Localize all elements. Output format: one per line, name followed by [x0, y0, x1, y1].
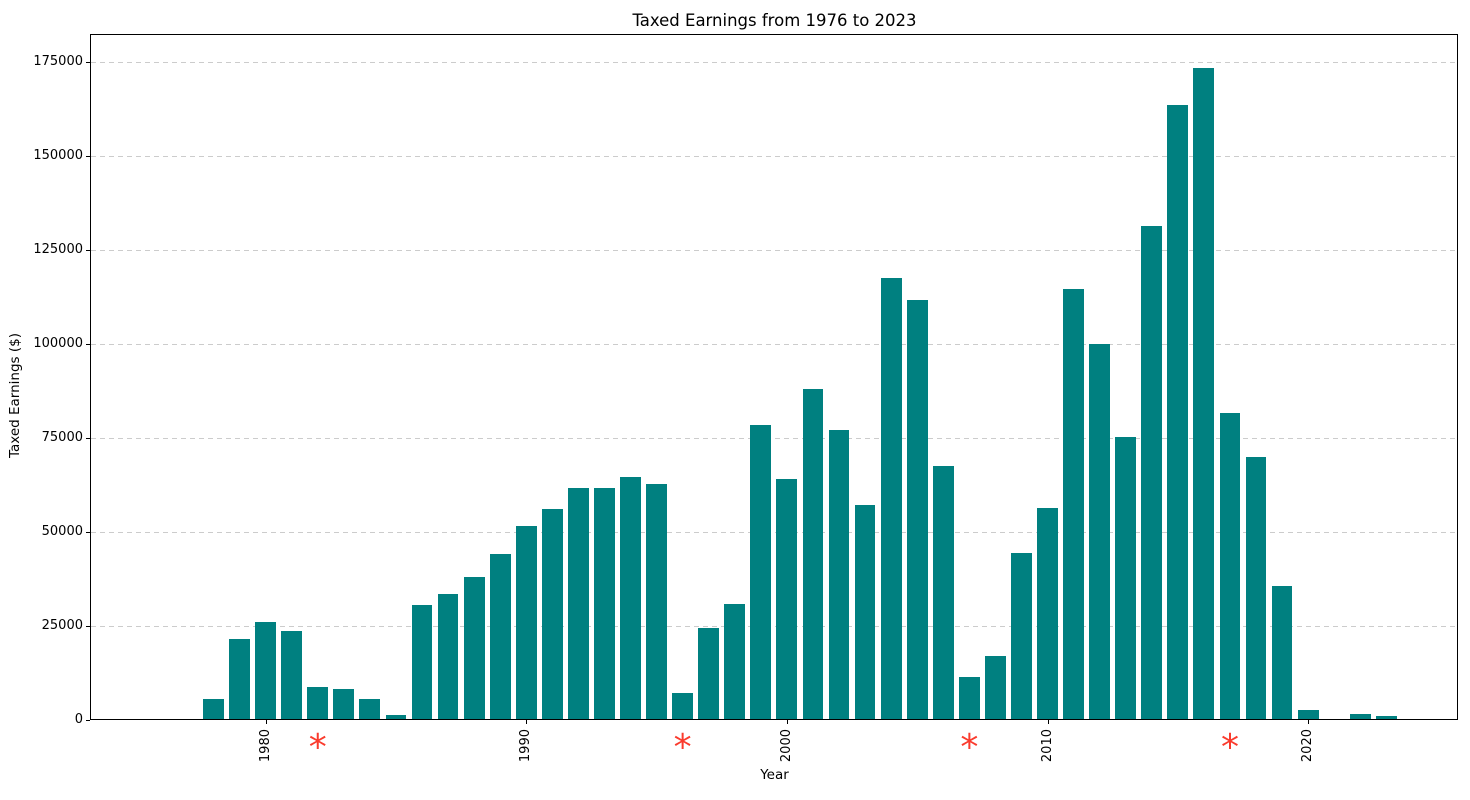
gridline — [91, 62, 1457, 64]
bar-1995 — [646, 483, 667, 719]
y-tick-label: 150000 — [33, 147, 83, 163]
bar-1982 — [307, 687, 329, 719]
y-tick-mark — [86, 625, 90, 627]
bar-1994 — [620, 477, 641, 719]
gridline — [91, 625, 1457, 627]
bar-2018 — [1245, 456, 1267, 719]
bar-2005 — [906, 300, 928, 719]
gridline — [91, 343, 1457, 345]
gridline — [91, 437, 1457, 439]
bar-2007 — [958, 676, 980, 719]
flag-asterisk-1996: * — [673, 727, 692, 768]
y-tick-mark — [86, 155, 90, 157]
x-tick-mark — [786, 720, 788, 724]
y-tick-mark — [86, 437, 90, 439]
bar-2002 — [828, 430, 850, 719]
chart-title: Taxed Earnings from 1976 to 2023 — [632, 11, 917, 30]
bar-1993 — [594, 488, 615, 719]
y-tick-label: 25000 — [41, 617, 83, 633]
bar-2003 — [854, 504, 876, 719]
gridline — [91, 155, 1457, 157]
bar-2019 — [1271, 586, 1293, 719]
bar-2000 — [776, 478, 798, 719]
bar-1983 — [333, 688, 355, 719]
bar-1989 — [489, 554, 511, 719]
x-tick-label: 1990 — [518, 728, 534, 762]
bar-1981 — [281, 631, 303, 719]
bar-2009 — [1011, 552, 1032, 719]
bar-2016 — [1193, 68, 1215, 719]
y-tick-label: 75000 — [41, 429, 83, 445]
y-tick-label: 100000 — [33, 335, 83, 351]
x-tick-mark — [1047, 720, 1049, 724]
bar-1985 — [385, 714, 407, 719]
bar-2023 — [1375, 715, 1397, 719]
bar-1998 — [724, 604, 746, 719]
bar-1980 — [255, 621, 277, 719]
bar-2014 — [1141, 226, 1163, 719]
bar-2015 — [1167, 105, 1189, 719]
y-tick-mark — [86, 343, 90, 345]
bar-1996 — [672, 692, 694, 719]
x-tick-label: 1980 — [257, 728, 273, 762]
bar-1984 — [359, 698, 381, 719]
y-tick-label: 50000 — [41, 523, 83, 539]
bar-1986 — [411, 605, 433, 719]
bar-2001 — [802, 389, 824, 719]
x-tick-label: 2000 — [778, 728, 794, 762]
flag-asterisk-2017: * — [1220, 727, 1239, 768]
plot-area — [90, 34, 1458, 720]
gridline — [91, 249, 1457, 251]
bar-1990 — [515, 525, 537, 719]
bar-2017 — [1219, 413, 1241, 719]
bar-2012 — [1089, 344, 1111, 719]
bar-1999 — [750, 425, 772, 719]
bar-2013 — [1115, 436, 1137, 719]
flag-asterisk-2007: * — [960, 727, 979, 768]
y-tick-label: 125000 — [33, 241, 83, 257]
bar-1991 — [541, 508, 563, 719]
x-tick-mark — [265, 720, 267, 724]
y-tick-label: 0 — [74, 711, 83, 727]
bar-1979 — [229, 638, 250, 719]
bar-2004 — [880, 277, 902, 719]
bar-2008 — [984, 655, 1006, 719]
bar-2010 — [1037, 507, 1058, 719]
bar-2022 — [1349, 713, 1371, 719]
y-tick-mark — [86, 719, 90, 721]
y-tick-label: 175000 — [33, 54, 83, 70]
bar-1997 — [698, 628, 720, 719]
x-tick-label: 2020 — [1300, 728, 1316, 762]
bar-1987 — [437, 593, 459, 719]
bar-1978 — [203, 698, 224, 719]
y-tick-mark — [86, 249, 90, 251]
x-tick-mark — [526, 720, 528, 724]
y-tick-mark — [86, 531, 90, 533]
x-axis-label: Year — [760, 767, 789, 783]
bar-2006 — [932, 465, 954, 719]
flag-asterisk-1982: * — [308, 727, 327, 768]
bar-1988 — [463, 577, 485, 719]
x-tick-label: 2010 — [1039, 728, 1055, 762]
bar-2020 — [1297, 709, 1319, 719]
x-tick-mark — [1308, 720, 1310, 724]
bar-2011 — [1063, 289, 1084, 719]
bar-1992 — [567, 488, 589, 719]
gridline — [91, 531, 1457, 533]
y-tick-mark — [86, 62, 90, 64]
